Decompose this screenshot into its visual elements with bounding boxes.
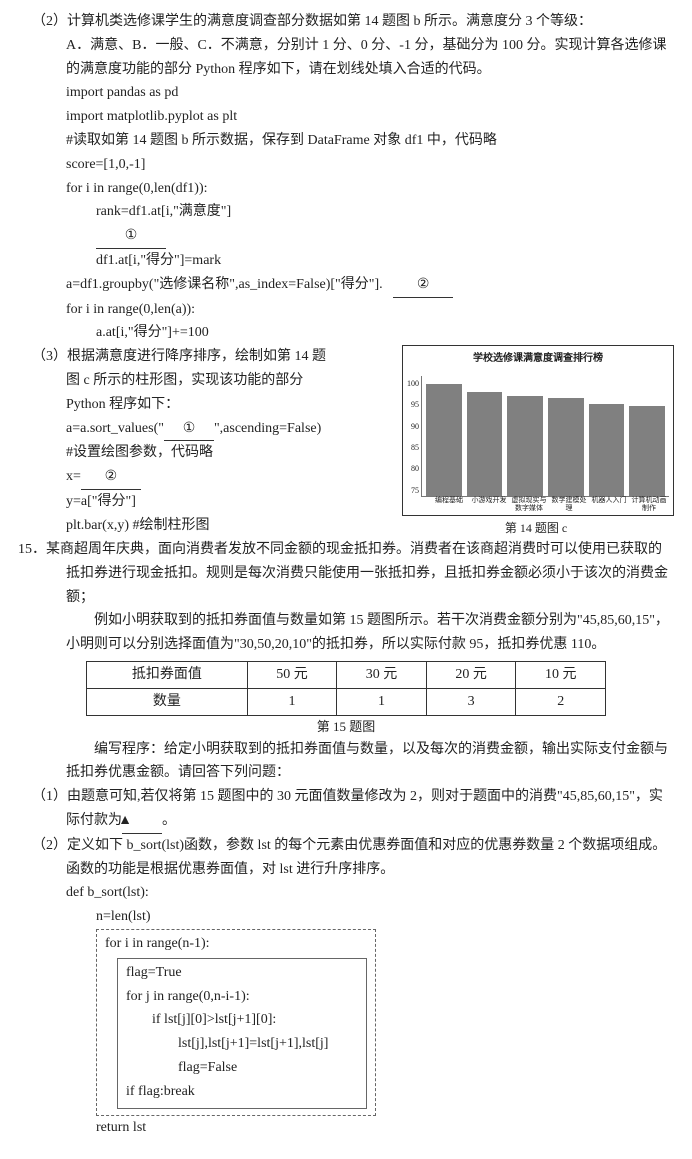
chart-bar bbox=[629, 406, 665, 496]
code-text: x= bbox=[66, 469, 81, 484]
code-line: score=[1,0,-1] bbox=[18, 153, 674, 177]
table-cell: 3 bbox=[426, 688, 516, 715]
code-line: lst[j],lst[j+1]=lst[j+1],lst[j] bbox=[126, 1032, 358, 1056]
table-cell: 1 bbox=[247, 688, 337, 715]
code-line: df1.at[i,"得分"]=mark bbox=[18, 249, 674, 273]
code-line: if lst[j][0]>lst[j+1][0]: bbox=[126, 1008, 358, 1032]
chart-title: 学校选修课满意度调查排行榜 bbox=[407, 350, 669, 367]
code-line: import matplotlib.pyplot as plt bbox=[18, 105, 674, 129]
q2-line2: A．满意、B．一般、C．不满意，分别计 1 分、0 分、-1 分，基础分为 10… bbox=[18, 34, 674, 82]
code-line: rank=df1.at[i,"满意度"] bbox=[18, 200, 674, 224]
chart-plot bbox=[421, 376, 669, 497]
q3-p1: （3）根据满意度进行降序排序，绘制如第 14 题 bbox=[18, 345, 398, 369]
code-frame-inner: flag=True for j in range(0,n-i-1): if ls… bbox=[117, 958, 367, 1109]
code-line: a=df1.groupby("选修课名称",as_index=False)["得… bbox=[18, 273, 674, 298]
th-value: 抵扣券面值 bbox=[87, 661, 248, 688]
code-line: return lst bbox=[18, 1116, 674, 1140]
voucher-table: 抵扣券面值 50 元 30 元 20 元 10 元 数量 1 1 3 2 bbox=[86, 661, 606, 716]
code-text: ",ascending=False) bbox=[214, 421, 321, 436]
code-text: a=a.sort_values(" bbox=[66, 421, 164, 436]
table-caption: 第 15 题图 bbox=[18, 716, 674, 738]
code-line: import pandas as pd bbox=[18, 81, 674, 105]
q2-intro: （2）计算机类选修课学生的满意度调查部分数据如第 14 题图 b 所示。满意度分… bbox=[18, 10, 674, 34]
code-line: for i in range(0,len(a)): bbox=[18, 298, 674, 322]
code-line: y=a["得分"] bbox=[18, 490, 398, 514]
chart-bar bbox=[589, 404, 625, 496]
code-line: a.at[i,"得分"]+=100 bbox=[18, 321, 674, 345]
table-cell: 2 bbox=[516, 688, 606, 715]
q15-sub1: （1）由题意可知,若仅将第 15 题图中的 30 元面值数量修改为 2，则对于题… bbox=[18, 785, 674, 834]
blank-2: ② bbox=[393, 273, 453, 298]
code-line: for i in range(n-1): bbox=[105, 932, 367, 956]
chart-bar bbox=[548, 398, 584, 496]
table-cell: 1 bbox=[337, 688, 427, 715]
table-cell: 20 元 bbox=[426, 661, 516, 688]
code-line: for j in range(0,n-i-1): bbox=[126, 985, 358, 1009]
code-line: for i in range(0,len(df1)): bbox=[18, 177, 674, 201]
code-line: a=a.sort_values("①",ascending=False) bbox=[18, 417, 398, 442]
q3-p2: 图 c 所示的柱形图，实现该功能的部分 bbox=[18, 369, 398, 393]
code-line: #设置绘图参数，代码略 bbox=[18, 441, 398, 465]
table-cell: 30 元 bbox=[337, 661, 427, 688]
code-line: def b_sort(lst): bbox=[18, 881, 674, 905]
blank-3: ① bbox=[164, 417, 214, 442]
chart-xaxis: 编程基础小游戏开发虚拟现实与数字媒体数学建模处理机器人入门计算机动画制作 bbox=[407, 497, 669, 512]
chart-bar bbox=[507, 396, 543, 496]
blank-1: ① bbox=[18, 224, 674, 249]
chart-bar bbox=[426, 384, 462, 496]
code-line: flag=True bbox=[126, 961, 358, 985]
table-cell: 10 元 bbox=[516, 661, 606, 688]
code-line: #读取如第 14 题图 b 所示数据，保存到 DataFrame 对象 df1 … bbox=[18, 129, 674, 153]
chart-caption: 第 14 题图 c bbox=[398, 518, 674, 538]
code-line: x=② bbox=[18, 465, 398, 490]
chart-yaxis: 100 95 90 85 80 75 bbox=[407, 377, 421, 497]
code-line: plt.bar(x,y) #绘制柱形图 bbox=[18, 514, 398, 538]
answer-blank: ▲ bbox=[122, 809, 162, 834]
q3-p3: Python 程序如下： bbox=[18, 393, 398, 417]
chart-bar bbox=[467, 392, 503, 496]
code-text: a=df1.groupby("选修课名称",as_index=False)["得… bbox=[66, 277, 383, 292]
th-qty: 数量 bbox=[87, 688, 248, 715]
q15-sub2: （2）定义如下 b_sort(lst)函数，参数 lst 的每个元素由优惠券面值… bbox=[18, 834, 674, 882]
q15-p1: 15．某商超周年庆典，面向消费者发放不同金额的现金抵扣券。消费者在该商超消费时可… bbox=[18, 538, 674, 609]
code-line: n=len(lst) bbox=[18, 905, 674, 929]
code-line: if flag:break bbox=[126, 1080, 358, 1104]
q15-p3: 编写程序：给定小明获取到的抵扣券面值与数量，以及每次的消费金额，输出实际支付金额… bbox=[18, 738, 674, 786]
table-cell: 50 元 bbox=[247, 661, 337, 688]
code-line: flag=False bbox=[126, 1056, 358, 1080]
bar-chart: 学校选修课满意度调查排行榜 100 95 90 85 80 75 编程基础小游戏… bbox=[402, 345, 674, 515]
q15-p2: 例如小明获取到的抵扣券面值与数量如第 15 题图所示。若干次消费金额分别为"45… bbox=[18, 609, 674, 657]
blank-4: ② bbox=[81, 465, 141, 490]
